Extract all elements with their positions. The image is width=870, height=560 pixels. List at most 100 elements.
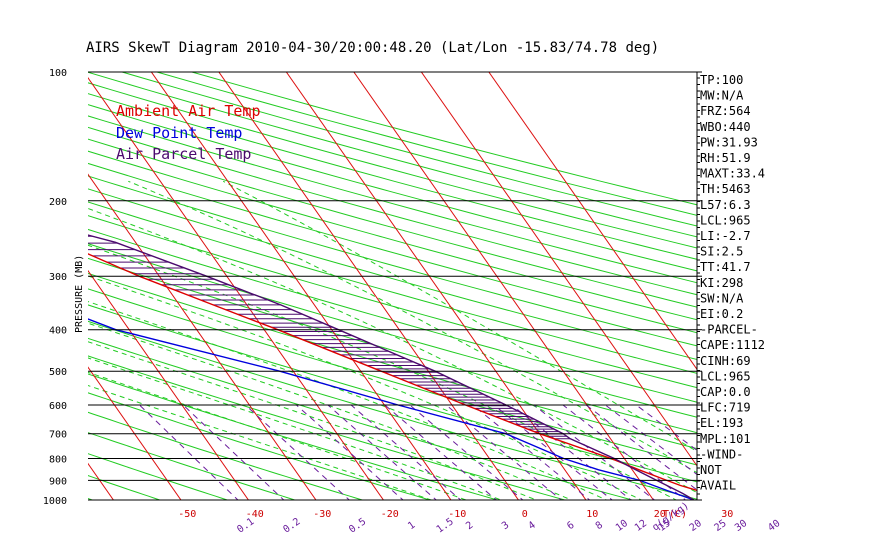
mixing-ratio-label: 8	[594, 520, 605, 532]
index-entry: FRZ:564	[700, 104, 751, 118]
legend-ambient: Ambient Air Temp	[116, 102, 261, 120]
isotherm-line	[488, 72, 697, 371]
moist-adiabat-line	[88, 371, 468, 500]
dry-adiabat-line	[88, 497, 94, 500]
index-entry: TH:5463	[700, 182, 751, 196]
legend-dewpoint: Dew Point Temp	[116, 124, 242, 142]
mixing-ratio-label: 6	[565, 520, 576, 532]
y-axis-label: PRESSURE (MB)	[74, 255, 85, 333]
isotherm-line	[88, 77, 385, 500]
isotherm-line	[353, 72, 655, 500]
bottom-temp-tick-labels: -50 -40 -30 -20 -10 0 10 20 30	[178, 509, 733, 520]
index-entry: MAXT:33.4	[700, 167, 765, 181]
pressure-tick-label: 1000	[43, 496, 67, 507]
bottom-temp-label: -30	[313, 509, 331, 520]
index-entry: TT:41.7	[700, 260, 751, 274]
bottom-temp-label: -50	[178, 509, 196, 520]
isotherm-line	[150, 72, 452, 500]
index-entry: SW:N/A	[700, 291, 744, 305]
mixing-ratio-line	[139, 404, 239, 500]
index-entry: EI:0.2	[700, 307, 743, 321]
mixing-ratio-label: 25	[712, 518, 728, 534]
dry-adiabat-line	[88, 150, 697, 321]
isotherm-line	[218, 72, 520, 500]
bottom-temp-label: 10	[586, 509, 598, 520]
moist-adiabat-line	[128, 180, 697, 474]
bottom-temp-label: 0	[522, 509, 528, 520]
moist-adiabat-line	[88, 301, 608, 500]
index-entry: LCL:965	[700, 213, 751, 227]
dry-adiabat-line	[88, 138, 697, 308]
moist-adiabats	[88, 180, 697, 500]
mixing-ratio-line	[445, 404, 563, 500]
moist-adiabat-line	[88, 341, 538, 500]
index-entry: CINH:69	[700, 354, 751, 368]
chart-title: AIRS SkewT Diagram 2010-04-30/20:00:48.2…	[86, 40, 659, 56]
pressure-tick-label: 500	[49, 367, 67, 378]
dry-adiabat-line	[88, 453, 229, 500]
pressure-tick-label: 600	[49, 401, 67, 412]
pressure-grid	[88, 71, 702, 501]
mixing-ratio-label: 1	[406, 520, 417, 532]
moist-adiabat-line	[88, 244, 678, 500]
index-entry: LFC:719	[700, 401, 751, 415]
dry-adiabat-line	[88, 126, 697, 296]
mixing-ratio-label: 0.5	[347, 516, 368, 535]
index-entry: WBO:440	[700, 120, 751, 134]
index-entry: MPL:101	[700, 432, 751, 446]
dry-adiabat-line	[88, 475, 162, 500]
index-entry: L57:6.3	[700, 198, 751, 212]
mixing-ratio-line	[635, 404, 697, 451]
temp-axis-label: T(C)	[663, 509, 687, 520]
mixing-ratio-line	[409, 404, 524, 500]
pressure-tick-label: 100	[49, 68, 67, 79]
dry-adiabat-line	[156, 72, 697, 216]
cape-hatching	[88, 235, 571, 440]
dry-adiabat-line	[88, 392, 432, 500]
bottom-temp-label: -20	[381, 509, 399, 520]
dry-adiabat-line	[88, 93, 697, 260]
mixing-ratio-label: 0.2	[281, 516, 302, 535]
bottom-temp-label: 30	[721, 509, 733, 520]
index-entry: MW:N/A	[700, 89, 744, 103]
mixing-ratio-line	[511, 404, 632, 500]
mixing-ratio-line	[350, 404, 462, 500]
index-entry: RH:51.9	[700, 151, 751, 165]
pressure-tick-label: 700	[49, 430, 67, 441]
index-entry: CAP:0.0	[700, 385, 751, 399]
index-entry: -PARCEL-	[700, 323, 758, 337]
isotherm-line	[88, 269, 250, 500]
mixing-ratio-line	[493, 404, 613, 500]
moist-adiabat-line	[88, 207, 697, 494]
mixing-ratio-label: 20	[688, 518, 704, 534]
pressure-tick-label: 300	[49, 272, 67, 283]
mixing-ratio-line	[327, 404, 437, 500]
pressure-tick-label: 200	[49, 197, 67, 208]
isotherm-line	[0, 63, 52, 510]
dry-adiabat-line	[88, 243, 697, 418]
dry-adiabat-line	[88, 411, 364, 500]
mixing-ratio-line	[245, 404, 350, 500]
mixing-ratio-label: 4	[527, 520, 538, 532]
pressure-tick-label: 400	[49, 326, 67, 337]
mixing-ratio-label: 40	[766, 518, 782, 534]
pressure-tick-labels: 100 200 300 400 500 600 700 800 900 1000	[43, 68, 67, 507]
background-lines	[0, 63, 697, 510]
index-entry: KI:298	[700, 276, 743, 290]
index-entry: NOT	[700, 463, 722, 477]
mixing-ratio-tick-labels: 0.1 0.2 0.5 1 1.5 2 3 4 6 8 10 12 15 20 25 30 40	[235, 516, 782, 535]
dry-adiabat-line	[88, 228, 697, 403]
dry-adiabat-line	[88, 215, 697, 389]
mixing-ratio-line	[384, 404, 498, 500]
mixing-ratio-line	[472, 404, 591, 500]
bottom-temp-label: -10	[448, 509, 466, 520]
bottom-temp-label: -40	[246, 509, 264, 520]
pressure-tick-label: 900	[49, 476, 67, 487]
dry-adiabat-line	[0, 72, 50, 509]
moist-adiabat-line	[88, 385, 433, 500]
profile-lines	[88, 234, 697, 500]
dry-adiabat-line	[88, 337, 635, 500]
dry-adiabat-line	[88, 355, 567, 500]
index-entry: LCL:965	[700, 369, 751, 383]
